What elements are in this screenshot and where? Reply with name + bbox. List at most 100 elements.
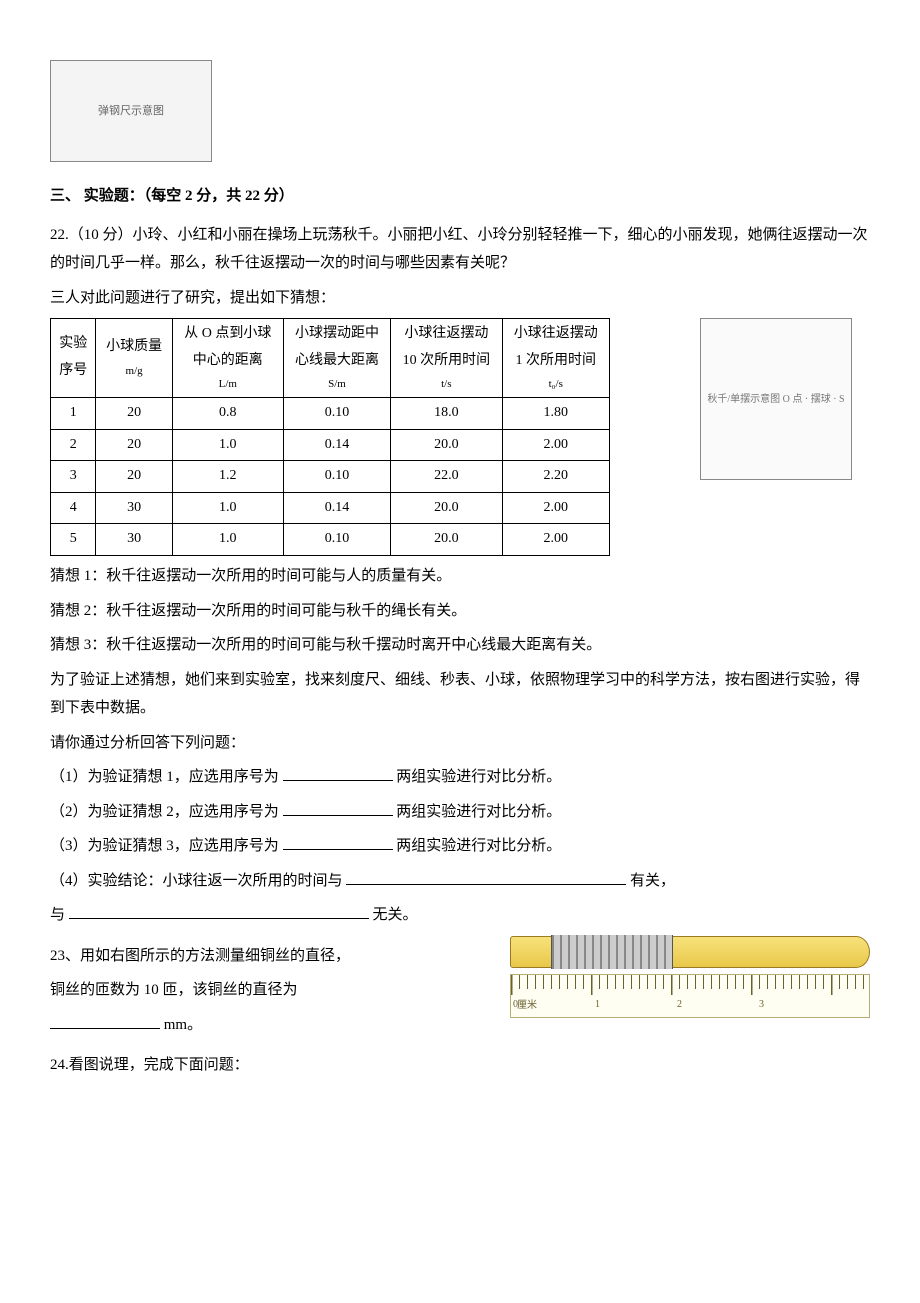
th-t-a: 小球往返摆动 bbox=[397, 321, 495, 348]
table-cell: 0.10 bbox=[283, 524, 390, 556]
ruler-mark: 3 bbox=[757, 995, 839, 1014]
table-cell: 2 bbox=[51, 429, 96, 461]
q22-pre: 三人对此问题进行了研究，提出如下猜想： bbox=[50, 284, 870, 313]
table-cell: 5 bbox=[51, 524, 96, 556]
th-t-c: t/s bbox=[397, 374, 495, 395]
table-row: 4301.00.1420.02.00 bbox=[51, 492, 610, 524]
th-mass-b: m/g bbox=[102, 361, 165, 382]
analyze-lead: 请你通过分析回答下列问题： bbox=[50, 729, 870, 758]
table-cell: 20.0 bbox=[391, 524, 502, 556]
p2a: （2）为验证猜想 2，应选用序号为 bbox=[50, 804, 279, 820]
table-cell: 0.14 bbox=[283, 492, 390, 524]
table-cell: 2.00 bbox=[502, 429, 610, 461]
p3b: 两组实验进行对比分析。 bbox=[396, 838, 561, 854]
q22-part4-line1: （4）实验结论：小球往返一次所用的时间与 有关， bbox=[50, 867, 870, 896]
th-L-b: 中心的距离 bbox=[179, 348, 277, 375]
table-cell: 20.0 bbox=[391, 492, 502, 524]
q22-part4-line2: 与 无关。 bbox=[50, 901, 870, 930]
blank-diameter[interactable] bbox=[50, 1011, 160, 1029]
pendulum-figure: 秋千/单摆示意图 O 点 · 摆球 · S bbox=[700, 318, 852, 480]
table-cell: 1 bbox=[51, 398, 96, 430]
q23-line2: 铜丝的匝数为 10 匝，该铜丝的直径为 bbox=[50, 976, 490, 1005]
table-cell: 1.0 bbox=[172, 429, 283, 461]
table-cell: 3 bbox=[51, 461, 96, 493]
table-cell: 1.0 bbox=[172, 524, 283, 556]
pendulum-caption: 秋千/单摆示意图 O 点 · 摆球 · S bbox=[707, 390, 844, 409]
blank-4b[interactable] bbox=[69, 902, 369, 920]
table-cell: 1.0 bbox=[172, 492, 283, 524]
ruler-mark: 2 bbox=[675, 995, 757, 1014]
th-S-b: 心线最大距离 bbox=[290, 348, 384, 375]
figure-caption: 弹钢尺示意图 bbox=[98, 101, 164, 122]
method-text: 为了验证上述猜想，她们来到实验室，找来刻度尺、细线、秒表、小球，依照物理学习中的… bbox=[50, 666, 870, 723]
blank-4a[interactable] bbox=[346, 867, 626, 885]
q24-text: 24.看图说理，完成下面问题： bbox=[50, 1051, 870, 1080]
pencil-graphic bbox=[510, 936, 870, 968]
table-cell: 18.0 bbox=[391, 398, 502, 430]
table-cell: 0.8 bbox=[172, 398, 283, 430]
ruler-flick-figure: 弹钢尺示意图 bbox=[50, 60, 212, 162]
hypothesis-3: 猜想 3：秋千往返摆动一次所用的时间可能与秋千摆动时离开中心线最大距离有关。 bbox=[50, 631, 870, 660]
th-t0-a: 小球往返摆动 bbox=[509, 321, 604, 348]
q22-part1: （1）为验证猜想 1，应选用序号为 两组实验进行对比分析。 bbox=[50, 763, 870, 792]
q23-unit: mm。 bbox=[164, 1017, 202, 1033]
table-cell: 20 bbox=[96, 398, 172, 430]
table-cell: 0.10 bbox=[283, 461, 390, 493]
p2b: 两组实验进行对比分析。 bbox=[396, 804, 561, 820]
table-cell: 2.00 bbox=[502, 524, 610, 556]
table-cell: 0.14 bbox=[283, 429, 390, 461]
table-row: 1200.80.1018.01.80 bbox=[51, 398, 610, 430]
p4a: （4）实验结论：小球往返一次所用的时间与 bbox=[50, 873, 343, 889]
experiment-table-body: 1200.80.1018.01.802201.00.1420.02.003201… bbox=[51, 398, 610, 556]
th-mass-a: 小球质量 bbox=[102, 334, 165, 361]
table-row: 3201.20.1022.02.20 bbox=[51, 461, 610, 493]
q23-line1: 23、用如右图所示的方法测量细铜丝的直径， bbox=[50, 942, 490, 971]
table-cell: 22.0 bbox=[391, 461, 502, 493]
ruler-graphic: 0123 厘米 bbox=[510, 974, 870, 1018]
ruler-unit: 厘米 bbox=[517, 996, 537, 1015]
ruler-mark: 1 bbox=[593, 995, 675, 1014]
table-cell: 30 bbox=[96, 524, 172, 556]
p4b: 有关， bbox=[630, 873, 675, 889]
ruler-numbers: 0123 bbox=[511, 995, 869, 1014]
th-t0-b: 1 次所用时间 bbox=[509, 348, 604, 375]
table-cell: 2.00 bbox=[502, 492, 610, 524]
table-cell: 1.2 bbox=[172, 461, 283, 493]
p1b: 两组实验进行对比分析。 bbox=[396, 769, 561, 785]
table-row: 2201.00.1420.02.00 bbox=[51, 429, 610, 461]
th-S-c: S/m bbox=[290, 374, 384, 395]
p4c: 与 bbox=[50, 907, 65, 923]
table-row: 5301.00.1020.02.00 bbox=[51, 524, 610, 556]
p3a: （3）为验证猜想 3，应选用序号为 bbox=[50, 838, 279, 854]
p1a: （1）为验证猜想 1，应选用序号为 bbox=[50, 769, 279, 785]
hypothesis-2: 猜想 2：秋千往返摆动一次所用的时间可能与秋千的绳长有关。 bbox=[50, 597, 870, 626]
p4d: 无关。 bbox=[373, 907, 418, 923]
blank-2[interactable] bbox=[283, 798, 393, 816]
th-t0-c: t₀/s bbox=[509, 374, 604, 395]
table-cell: 20 bbox=[96, 429, 172, 461]
th-exp-a: 实验 bbox=[57, 331, 89, 358]
table-cell: 20.0 bbox=[391, 429, 502, 461]
experiment-table: 实验 序号 小球质量 m/g 从 O 点到小球 中心的距离 L/m 小球摆动距中 bbox=[50, 318, 610, 556]
hypothesis-1: 猜想 1：秋千往返摆动一次所用的时间可能与人的质量有关。 bbox=[50, 562, 870, 591]
th-t-b: 10 次所用时间 bbox=[397, 348, 495, 375]
table-cell: 1.80 bbox=[502, 398, 610, 430]
table-cell: 2.20 bbox=[502, 461, 610, 493]
th-L-a: 从 O 点到小球 bbox=[179, 321, 277, 348]
th-L-c: L/m bbox=[179, 374, 277, 395]
wire-coil-graphic bbox=[551, 935, 673, 969]
table-cell: 4 bbox=[51, 492, 96, 524]
section-3-heading: 三、 实验题：（每空 2 分，共 22 分） bbox=[50, 182, 870, 211]
wire-ruler-figure: 0123 厘米 bbox=[510, 936, 870, 1018]
table-cell: 0.10 bbox=[283, 398, 390, 430]
table-cell: 30 bbox=[96, 492, 172, 524]
q22-part2: （2）为验证猜想 2，应选用序号为 两组实验进行对比分析。 bbox=[50, 798, 870, 827]
table-cell: 20 bbox=[96, 461, 172, 493]
th-S-a: 小球摆动距中 bbox=[290, 321, 384, 348]
q23-line3: mm。 bbox=[50, 1011, 490, 1040]
q22-lead: 22.（10 分）小玲、小红和小丽在操场上玩荡秋千。小丽把小红、小玲分别轻轻推一… bbox=[50, 221, 870, 278]
th-exp-b: 序号 bbox=[57, 358, 89, 385]
blank-3[interactable] bbox=[283, 833, 393, 851]
q22-part3: （3）为验证猜想 3，应选用序号为 两组实验进行对比分析。 bbox=[50, 832, 870, 861]
blank-1[interactable] bbox=[283, 764, 393, 782]
